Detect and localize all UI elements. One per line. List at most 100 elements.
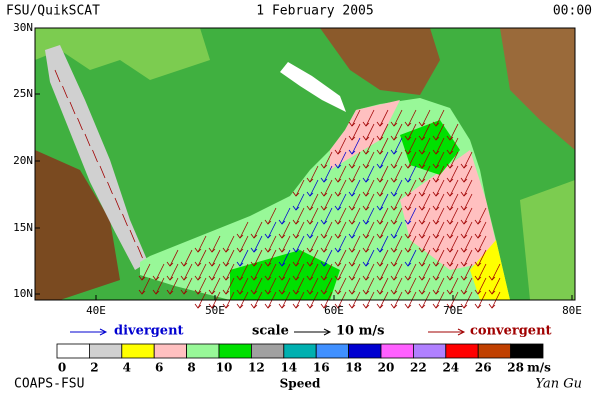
wind-arrow-head [250,247,258,253]
colorbar-label: 20 [378,361,395,375]
lat-label: 20N [13,154,33,167]
wind-arrow [337,263,347,281]
wind-arrow-head [320,247,328,253]
wind-arrow [365,235,375,253]
colorbar-label: 10 [216,361,233,375]
wind-arrow-head [404,233,412,239]
wind-arrow [337,179,347,197]
wind-arrow [211,235,221,253]
wind-arrow-head [194,247,202,253]
wind-arrow [393,193,403,211]
wind-arrow [225,263,235,281]
wind-arrow [365,109,375,127]
colorbar-label: 28 [507,361,524,375]
colorbar-label: 12 [248,361,265,375]
wind-arrow [253,221,263,239]
sea-zone [400,120,460,175]
mountains [35,150,120,300]
wind-arrow [365,193,375,211]
wind-arrow-head [446,219,454,225]
wind-arrow-head [334,191,342,197]
wind-arrow-head [446,289,454,295]
wind-arrow [351,109,361,127]
wind-arrow [155,263,165,281]
wind-arrow [449,249,459,267]
wind-arrow-head [334,289,342,295]
land-low [35,28,210,80]
wind-arrow [393,179,403,197]
wind-arrow [141,277,151,295]
wind-arrow-head [404,135,412,141]
wind-arrow-head [194,275,202,281]
wind-arrow [197,277,207,295]
wind-arrow [337,277,347,295]
wind-arrow [421,151,431,169]
colorbar-box [412,343,447,359]
wind-arrow-head [460,191,468,197]
wind-arrow [393,235,403,253]
wind-arrow [407,249,417,267]
wind-arrow [351,221,361,239]
wind-arrow-head [236,233,244,239]
wind-arrow-head [404,303,412,309]
wind-arrow-head [446,261,454,267]
wind-arrow [122,213,128,227]
wind-arrow-head [418,149,426,155]
wind-arrow [365,165,375,183]
wind-arrow [365,123,375,141]
wind-arrow [253,249,263,267]
wind-arrow-head [474,303,482,309]
wind-arrow-head [278,219,286,225]
wind-arrow [295,179,305,197]
wind-arrow [351,249,361,267]
wind-arrow [114,197,121,211]
wind-arrow [309,221,319,239]
colorbar-label: 8 [187,361,195,375]
wind-arrow-head [376,261,384,267]
wind-arrow-head [208,275,216,281]
wind-arrow-head [278,233,286,239]
wind-arrow-head [264,247,272,253]
wind-arrow [281,207,291,225]
wind-arrow [407,123,417,141]
wind-arrow-head [250,303,258,309]
wind-arrow [69,101,76,115]
wind-arrow [491,277,501,295]
wind-arrow-head [320,205,328,211]
wind-arrow-head [348,177,356,183]
wind-arrow-head [320,191,328,197]
wind-arrow [239,221,249,239]
wind-arrow [197,235,207,253]
wind-arrow-head [236,275,244,281]
wind-arrow [449,137,459,155]
wind-arrow-head [404,247,412,253]
sea-zone [470,240,510,300]
wind-arrow [351,263,361,281]
wind-arrow-head [390,275,398,281]
date: 1 February 2005 [256,4,373,19]
wind-arrow-head [446,233,454,239]
wind-arrow [449,193,459,211]
wind-arrow [463,207,473,225]
wind-arrow [239,277,249,295]
wind-arrow-head [390,177,398,183]
wind-arrow [225,249,235,267]
sea-zone [330,100,400,170]
wind-arrow-head [166,261,174,267]
wind-arrow-head [306,303,314,309]
wind-arrow-head [222,275,230,281]
map-frame [34,27,576,301]
wind-arrow-head [432,289,440,295]
colorbar-box [218,343,252,359]
wind-arrow [54,69,61,83]
wind-arrow-head [152,289,160,295]
colorbar-box [445,343,479,359]
wind-arrow-head [460,233,468,239]
wind-arrow [393,207,403,225]
wind-arrow-head [138,275,146,281]
wind-arrow [449,151,459,169]
wind-arrow-head [208,247,216,253]
colorbar-box [56,343,90,359]
wind-arrow [407,151,417,169]
wind-arrow-head [432,149,440,155]
